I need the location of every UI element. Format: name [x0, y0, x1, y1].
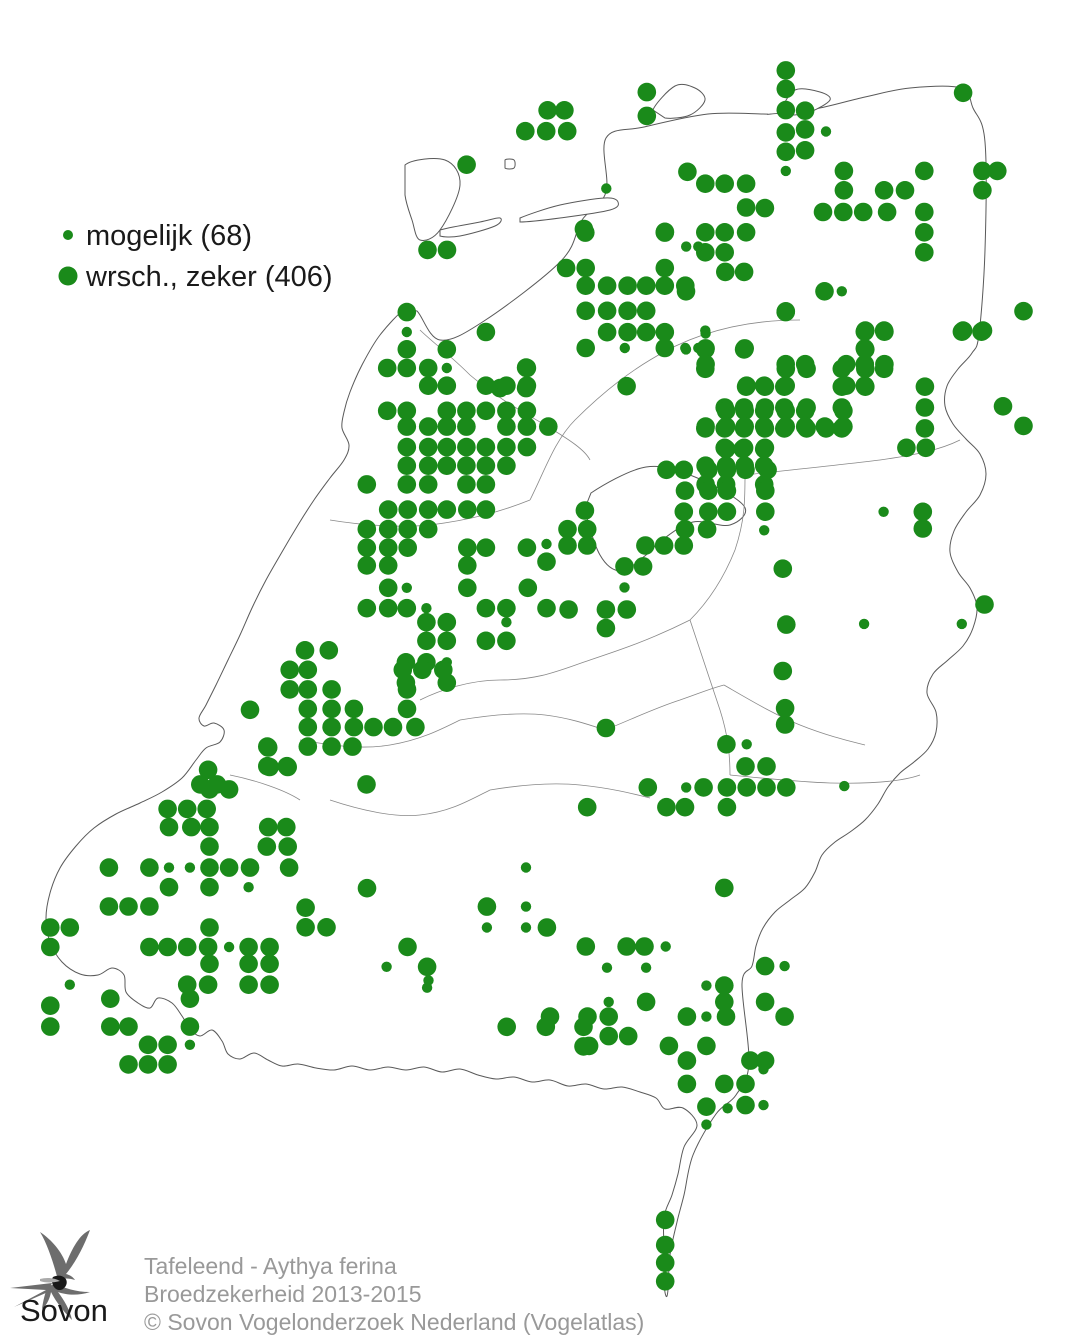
svg-text:mogelijk (68): mogelijk (68) — [86, 220, 252, 252]
svg-text:wrsch., zeker (406): wrsch., zeker (406) — [85, 261, 333, 293]
svg-text:Sovon: Sovon — [20, 1293, 108, 1325]
